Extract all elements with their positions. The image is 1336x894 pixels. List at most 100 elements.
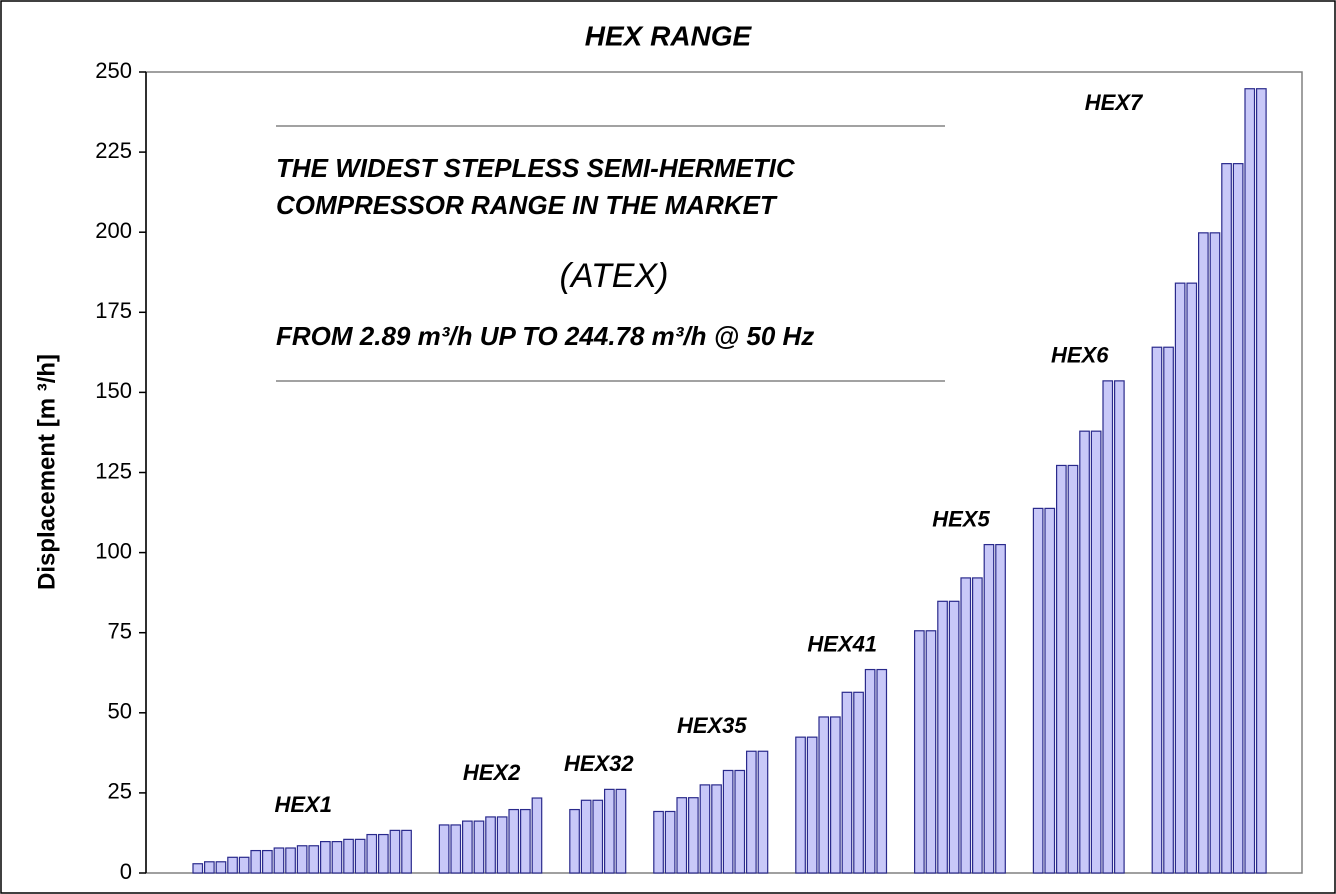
bar — [722, 769, 734, 874]
bar — [462, 820, 473, 874]
y-tick-label: 150 — [95, 378, 132, 403]
bar — [653, 810, 664, 874]
bar — [1255, 88, 1267, 874]
bar — [354, 838, 366, 874]
bar — [757, 750, 769, 874]
bar — [1221, 163, 1232, 874]
bar — [1032, 507, 1044, 874]
bar — [853, 691, 864, 874]
bar — [1232, 163, 1244, 874]
bar — [983, 543, 995, 874]
bar — [1186, 282, 1198, 874]
bar — [485, 816, 496, 874]
bar — [676, 797, 688, 874]
bar — [925, 630, 937, 874]
bar — [864, 668, 876, 874]
bar — [937, 600, 948, 874]
y-tick-label: 250 — [95, 58, 132, 83]
group-label: HEX5 — [932, 506, 990, 531]
bar — [250, 849, 262, 874]
y-tick-label: 50 — [108, 699, 132, 724]
bar — [699, 784, 711, 874]
bar — [971, 577, 983, 874]
y-tick-label: 25 — [108, 779, 132, 804]
bar — [389, 829, 401, 874]
bar — [1079, 430, 1090, 874]
bar — [745, 750, 757, 874]
y-tick-label: 125 — [95, 458, 132, 483]
y-tick-label: 200 — [95, 218, 132, 243]
bar — [204, 861, 215, 874]
bar — [401, 829, 412, 874]
bar — [1102, 380, 1114, 874]
bar — [876, 668, 888, 874]
bar — [366, 833, 378, 874]
bar — [711, 784, 722, 874]
bar — [531, 797, 543, 874]
annotation: COMPRESSOR RANGE IN THE MARKET — [276, 190, 778, 220]
bar — [1044, 507, 1056, 874]
annotation: FROM 2.89 m³/h UP TO 244.78 m³/h @ 50 Hz — [276, 321, 814, 351]
bar — [519, 808, 531, 874]
y-tick-label: 225 — [95, 138, 132, 163]
bar — [1113, 380, 1125, 874]
bar — [262, 849, 273, 874]
bar — [1209, 232, 1221, 874]
bar — [378, 833, 389, 874]
bar — [948, 600, 960, 874]
bar — [841, 691, 853, 874]
bar — [438, 824, 450, 874]
y-axis-label: Displacement [m ³/h] — [33, 354, 60, 590]
chart-title: HEX RANGE — [585, 20, 753, 51]
bar — [913, 630, 925, 874]
y-tick-label: 175 — [95, 298, 132, 323]
group-label: HEX1 — [274, 792, 331, 817]
bar — [227, 856, 238, 874]
group-label: HEX2 — [463, 760, 521, 785]
bar — [496, 816, 508, 874]
bar — [806, 736, 818, 874]
bar — [1197, 232, 1209, 874]
bar — [343, 838, 354, 874]
bar — [296, 845, 308, 874]
annotation: (ATEX) — [560, 257, 669, 295]
bar — [508, 808, 520, 874]
bar — [664, 810, 676, 874]
bar — [1067, 464, 1079, 874]
bar — [1174, 282, 1186, 874]
bar — [215, 861, 227, 874]
bar — [192, 863, 204, 874]
bar — [238, 856, 250, 874]
bar — [1151, 346, 1163, 874]
bar — [615, 788, 627, 874]
bar — [734, 769, 746, 874]
annotation: THE WIDEST STEPLESS SEMI-HERMETIC — [276, 153, 796, 183]
bar — [829, 716, 841, 874]
bar — [569, 808, 580, 874]
group-label: HEX7 — [1085, 90, 1144, 115]
bar — [1090, 430, 1102, 874]
bar — [273, 847, 285, 874]
group-label: HEX6 — [1051, 343, 1109, 368]
bar — [818, 716, 830, 874]
bar — [285, 847, 296, 874]
group-label: HEX41 — [807, 631, 877, 656]
bar — [308, 845, 320, 874]
bar — [1163, 346, 1174, 874]
group-label: HEX32 — [564, 751, 634, 776]
bar — [960, 577, 972, 874]
bar — [1244, 88, 1256, 874]
bar — [331, 841, 343, 874]
bar — [1055, 464, 1067, 874]
bar — [450, 824, 462, 874]
bar — [995, 543, 1006, 874]
bar — [687, 797, 699, 874]
y-tick-label: 75 — [108, 619, 132, 644]
group-label: HEX35 — [677, 713, 747, 738]
bar — [603, 788, 615, 874]
bar — [473, 820, 485, 874]
bar — [592, 799, 604, 874]
y-tick-label: 100 — [95, 538, 132, 563]
